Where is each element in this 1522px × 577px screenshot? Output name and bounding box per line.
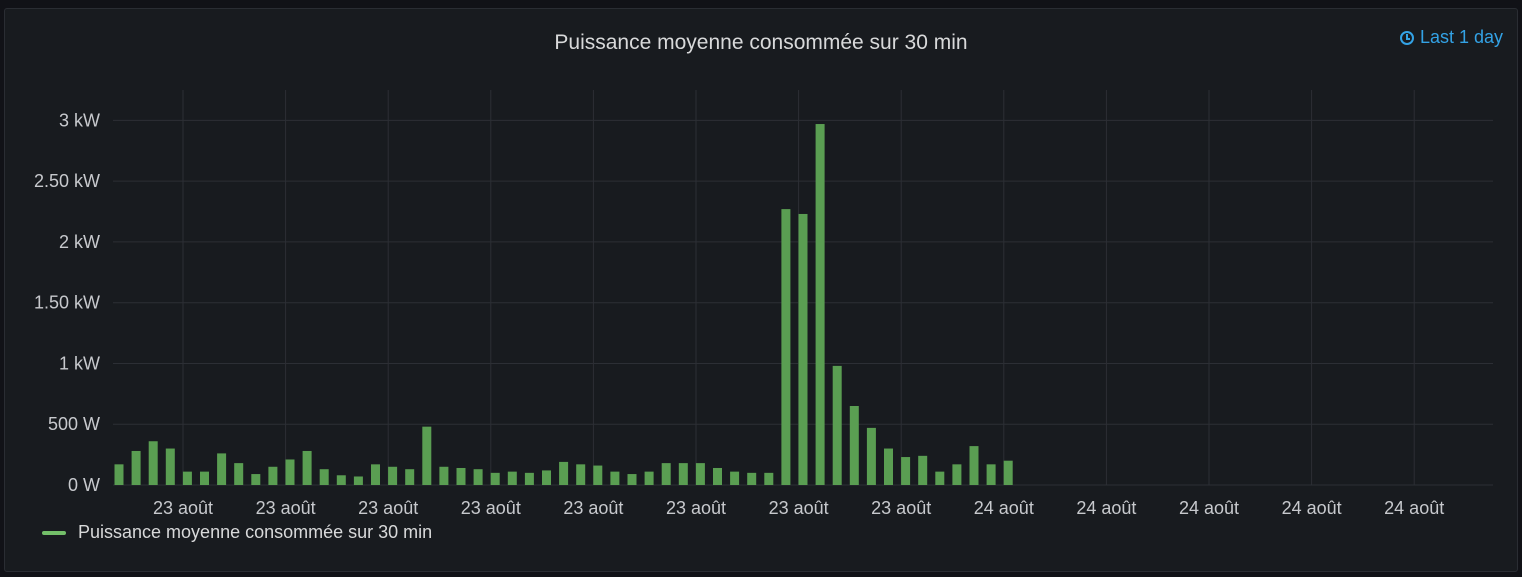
bar	[713, 467, 722, 485]
x-tick-label: 23 août	[358, 498, 418, 518]
y-tick-label: 2 kW	[59, 232, 100, 252]
x-axis-ticks: 23 août 23 août 23 août 23 août 23 août 23 ao…	[153, 498, 1444, 518]
bar	[507, 471, 517, 485]
bar	[627, 474, 637, 485]
bar	[866, 427, 876, 485]
bar	[559, 461, 569, 485]
legend-swatch	[42, 530, 66, 535]
bar	[234, 463, 244, 485]
y-axis-ticks: 0 W 500 W 1 kW 1.50 kW 2 kW 2.50 kW 3 kW	[34, 110, 100, 495]
bar	[644, 471, 654, 485]
x-tick-label: 24 août	[974, 498, 1034, 518]
bar	[969, 446, 979, 485]
bar	[148, 441, 158, 485]
bar	[200, 471, 209, 485]
bar	[490, 472, 500, 485]
bar	[678, 463, 688, 485]
bar	[986, 464, 996, 485]
bar-series	[114, 124, 1013, 486]
bar	[952, 464, 962, 485]
x-tick-label: 23 août	[871, 498, 931, 518]
bar	[131, 450, 141, 485]
bar	[781, 209, 791, 485]
legend-item[interactable]: Puissance moyenne consommée sur 30 min	[42, 522, 432, 543]
time-range-picker[interactable]: Last 1 day	[1399, 27, 1503, 48]
bar	[336, 475, 346, 485]
bar	[268, 466, 278, 485]
bar	[388, 466, 398, 485]
legend-label: Puissance moyenne consommée sur 30 min	[78, 522, 433, 542]
x-tick-label: 24 août	[1076, 498, 1136, 518]
y-tick-label: 0 W	[68, 475, 100, 495]
bar	[730, 471, 740, 485]
bar	[422, 426, 432, 485]
bar	[815, 124, 825, 486]
x-tick-label: 23 août	[256, 498, 316, 518]
bar	[251, 474, 261, 485]
y-tick-label: 1 kW	[59, 353, 100, 373]
bar	[798, 213, 808, 485]
bar	[901, 457, 911, 485]
y-tick-label: 2.50 kW	[34, 171, 100, 191]
bar	[285, 459, 295, 485]
bar	[182, 471, 192, 485]
bar	[405, 469, 415, 485]
x-tick-label: 23 août	[153, 498, 213, 518]
panel-title: Puissance moyenne consommée sur 30 min	[554, 31, 968, 54]
bar	[114, 464, 124, 485]
x-tick-label: 24 août	[1282, 498, 1342, 518]
bar	[217, 453, 227, 485]
bar	[593, 465, 603, 485]
x-tick-label: 23 août	[769, 498, 829, 518]
bar	[456, 467, 466, 485]
bar	[473, 469, 483, 485]
x-tick-label: 24 août	[1384, 498, 1444, 518]
bar	[524, 472, 534, 485]
bar	[576, 464, 586, 485]
bar	[884, 448, 893, 485]
bar	[610, 471, 620, 485]
x-tick-label: 23 août	[563, 498, 623, 518]
bar	[542, 470, 551, 485]
y-tick-label: 500 W	[48, 414, 100, 434]
bar	[747, 472, 757, 485]
x-tick-label: 23 août	[461, 498, 521, 518]
y-tick-label: 3 kW	[59, 110, 100, 130]
x-tick-label: 23 août	[666, 498, 726, 518]
bar	[661, 463, 671, 485]
bar	[353, 476, 363, 485]
bar	[165, 448, 175, 485]
bar	[918, 455, 928, 485]
bar	[849, 406, 859, 485]
bar	[1003, 460, 1013, 485]
bar	[319, 469, 329, 485]
bar	[695, 463, 705, 485]
x-tick-label: 24 août	[1179, 498, 1239, 518]
bar	[935, 471, 945, 485]
y-tick-label: 1.50 kW	[34, 293, 100, 313]
bar	[832, 365, 842, 485]
bar	[439, 466, 449, 485]
time-range-label: Last 1 day	[1419, 27, 1503, 47]
bar	[302, 450, 312, 485]
clock-icon	[1399, 30, 1414, 45]
bar	[371, 464, 380, 485]
bar	[764, 472, 774, 485]
